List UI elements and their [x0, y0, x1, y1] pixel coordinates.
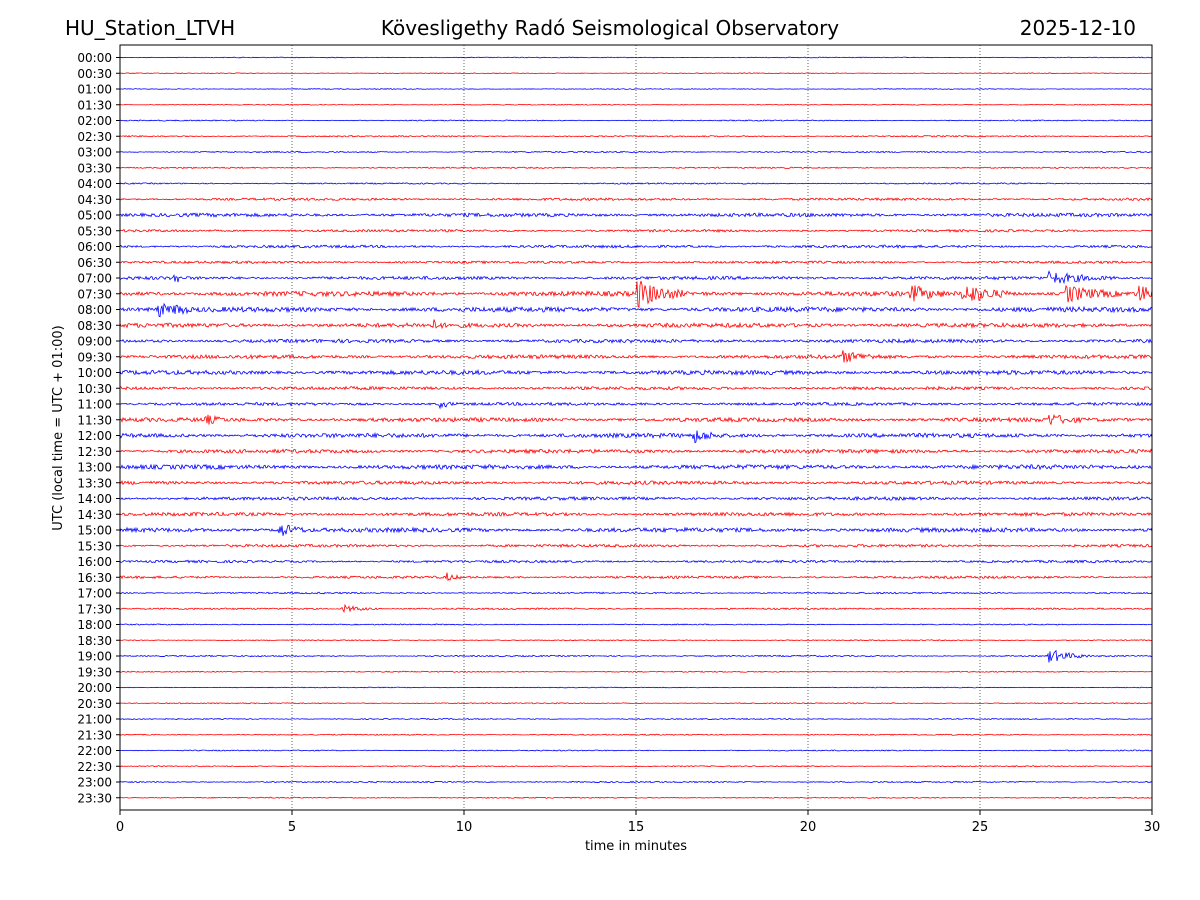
- trace-row-2300: [119, 780, 1153, 784]
- x-tick-label: 0: [116, 820, 124, 835]
- y-tick-label: 21:00: [77, 713, 112, 727]
- y-tick-label: 01:00: [77, 83, 112, 97]
- y-tick-label: 15:00: [77, 524, 112, 538]
- y-tick-label: 22:00: [77, 744, 112, 758]
- y-tick-label: 22:30: [77, 760, 112, 774]
- y-tick-label: 13:30: [77, 476, 112, 490]
- trace-row-2330: [119, 796, 1153, 799]
- y-tick-label: 14:00: [77, 492, 112, 506]
- y-tick-label: 13:00: [77, 461, 112, 475]
- y-tick-label: 18:00: [77, 618, 112, 632]
- y-tick-label: 14:30: [77, 508, 112, 522]
- y-tick-label: 00:00: [77, 51, 112, 65]
- chart-date: 2025-12-10: [1020, 16, 1136, 40]
- y-tick-label: 17:00: [77, 587, 112, 601]
- trace-row-0030: [119, 72, 1153, 75]
- trace-row-2030: [119, 702, 1153, 705]
- trace-row-0100: [119, 88, 1153, 90]
- trace-row-2100: [119, 717, 1153, 721]
- trace-row-1000: [119, 369, 1153, 377]
- y-tick-label: 10:00: [77, 366, 112, 380]
- y-tick-label: 16:30: [77, 571, 112, 585]
- trace-row-0500: [119, 211, 1153, 218]
- y-tick-label: 10:30: [77, 382, 112, 396]
- y-tick-label: 19:30: [77, 665, 112, 679]
- trace-row-1230: [119, 448, 1153, 455]
- trace-row-1830: [119, 639, 1153, 642]
- x-axis-ticks: 0 5 10 15 20 25 30: [116, 810, 1160, 835]
- x-tick-label: 10: [456, 820, 473, 835]
- y-tick-label: 03:00: [77, 146, 112, 160]
- y-tick-label: 07:00: [77, 272, 112, 286]
- y-tick-label: 08:00: [77, 303, 112, 317]
- x-tick-label: 20: [800, 820, 817, 835]
- y-tick-label: 06:00: [77, 240, 112, 254]
- y-tick-label: 02:30: [77, 130, 112, 144]
- chart-title: Kövesligethy Radó Seismological Observat…: [381, 16, 839, 40]
- y-tick-label: 17:30: [77, 602, 112, 616]
- y-tick-label: 23:00: [77, 776, 112, 790]
- y-tick-label: 23:30: [77, 791, 112, 805]
- y-tick-label: 12:00: [77, 429, 112, 443]
- y-tick-label: 11:30: [77, 413, 112, 427]
- trace-row-1430: [119, 511, 1153, 518]
- y-tick-label: 09:30: [77, 350, 112, 364]
- trace-row-1100: [119, 401, 1153, 410]
- y-tick-label: 02:00: [77, 114, 112, 128]
- y-tick-label: 04:00: [77, 177, 112, 191]
- x-tick-label: 15: [628, 820, 645, 835]
- x-tick-label: 25: [972, 820, 989, 835]
- y-tick-label: 05:30: [77, 224, 112, 238]
- trace-row-0600: [119, 244, 1153, 249]
- y-tick-label: 06:30: [77, 256, 112, 270]
- y-tick-label: 20:30: [77, 697, 112, 711]
- station-name: HU_Station_LTVH: [65, 16, 235, 40]
- trace-row-1730: [119, 603, 1153, 614]
- y-tick-label: 21:30: [77, 728, 112, 742]
- trace-row-1900: [119, 649, 1153, 663]
- y-tick-label: 20:00: [77, 681, 112, 695]
- y-tick-label: 11:00: [77, 398, 112, 412]
- trace-row-1700: [119, 591, 1153, 595]
- y-tick-label: 19:00: [77, 650, 112, 664]
- y-tick-label: 09:00: [77, 335, 112, 349]
- y-tick-label: 18:30: [77, 634, 112, 648]
- x-tick-label: 30: [1144, 820, 1161, 835]
- y-tick-label: 01:30: [77, 98, 112, 112]
- y-tick-label: 07:30: [77, 287, 112, 301]
- x-axis-label: time in minutes: [585, 839, 687, 854]
- y-tick-label: 03:30: [77, 161, 112, 175]
- y-tick-label: 05:00: [77, 209, 112, 223]
- trace-row-0330: [119, 166, 1153, 169]
- y-tick-label: 15:30: [77, 539, 112, 553]
- y-tick-label: 04:30: [77, 193, 112, 207]
- trace-row-0300: [119, 150, 1153, 154]
- y-axis-label: UTC (local time = UTC + 01:00): [51, 325, 66, 530]
- y-tick-label: 08:30: [77, 319, 112, 333]
- y-tick-label: 16:00: [77, 555, 112, 569]
- y-tick-label: 00:30: [77, 67, 112, 81]
- x-tick-label: 5: [288, 820, 296, 835]
- y-tick-label: 12:30: [77, 445, 112, 459]
